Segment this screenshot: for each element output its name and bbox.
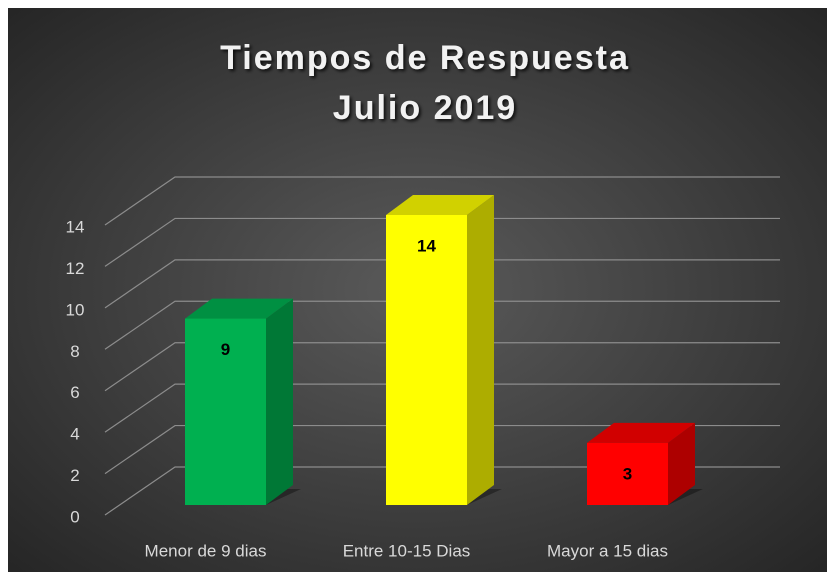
- grid-line: [104, 300, 780, 350]
- x-tick-label: Menor de 9 dias: [145, 541, 267, 560]
- bar-top: [185, 298, 293, 319]
- value-label: 3: [623, 464, 632, 483]
- x-tick-label: Entre 10-15 Dias: [343, 541, 471, 560]
- y-tick-label: 2: [70, 466, 79, 485]
- bar-top: [386, 195, 494, 215]
- x-tick-label: Mayor a 15 dias: [547, 541, 668, 560]
- grid-line: [104, 259, 780, 309]
- value-label: 9: [221, 340, 230, 359]
- grid-line: [104, 424, 780, 475]
- bar-top: [587, 422, 695, 443]
- grid-line: [104, 383, 780, 433]
- value-label: 14: [417, 236, 436, 255]
- bar-side: [467, 195, 494, 505]
- grid-line: [104, 466, 780, 516]
- y-tick-label: 8: [70, 342, 79, 361]
- bar-side: [668, 422, 695, 505]
- chart-subtitle: Julio 2019: [333, 89, 517, 127]
- grid-line: [104, 342, 780, 392]
- y-tick-label: 10: [66, 300, 85, 319]
- chart-title: Tiempos de Respuesta: [220, 39, 630, 77]
- y-tick-label: 6: [70, 383, 79, 402]
- y-tick-label: 14: [66, 217, 85, 236]
- bar: [185, 318, 266, 505]
- bar-side: [266, 298, 293, 505]
- y-tick-label: 4: [70, 425, 79, 444]
- y-tick-label: 12: [66, 259, 85, 278]
- grid-line: [104, 176, 780, 226]
- bar: [386, 215, 467, 505]
- grid-line: [104, 217, 780, 267]
- bar: [587, 442, 668, 505]
- y-tick-label: 0: [70, 507, 79, 526]
